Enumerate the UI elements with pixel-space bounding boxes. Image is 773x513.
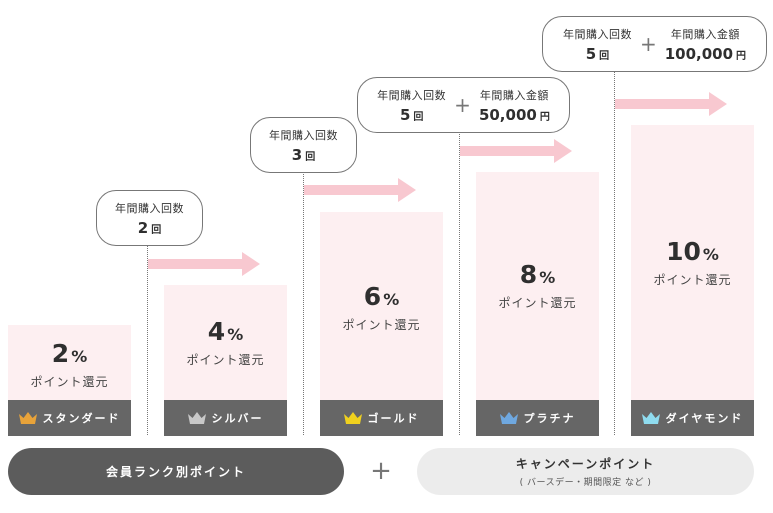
purchase-count-label: 年間購入回数 (377, 88, 447, 102)
rank-bar-silver: シルバー (164, 400, 287, 436)
right-arrow-icon (460, 139, 572, 163)
rank-name: プラチナ (523, 412, 576, 425)
rank-name: ダイヤモンド (665, 412, 744, 425)
plus-sign: + (639, 32, 657, 56)
rank-column-gold: 6% ポイント還元 (320, 212, 443, 400)
right-arrow-icon (148, 252, 260, 276)
purchase-count-label: 年間購入回数 (562, 27, 632, 41)
percent-value: 10% (666, 237, 719, 266)
crown-icon (499, 412, 518, 424)
rank-column-standard: 2% ポイント還元 (8, 325, 131, 400)
rank-bar-standard: スタンダード (8, 400, 131, 436)
rank-column-silver: 4% ポイント還元 (164, 285, 287, 400)
rank-name: スタンダード (42, 412, 121, 425)
percent-value: 2% (51, 339, 88, 368)
purchase-amount-value: 50,000 円 (478, 105, 550, 124)
rank-name: シルバー (211, 412, 264, 425)
footer-plus-sign: + (370, 456, 392, 486)
divider-line (147, 245, 148, 435)
percent-value: 8% (519, 260, 556, 289)
rank-bar-diamond: ダイヤモンド (631, 400, 754, 436)
divider-line (303, 172, 304, 435)
rank-bar-gold: ゴールド (320, 400, 443, 436)
rank-column-platinum: 8% ポイント還元 (476, 172, 599, 400)
member-rank-points-pill: 会員ランク別ポイント (8, 448, 344, 495)
purchase-count-label: 年間購入回数 (115, 201, 184, 215)
right-arrow-icon (615, 92, 727, 116)
rank-column-diamond: 10% ポイント還元 (631, 125, 754, 400)
campaign-points-label: キャンペーンポイント (515, 457, 656, 471)
crown-icon (641, 412, 660, 424)
percent-value: 4% (207, 317, 244, 346)
point-label: ポイント還元 (186, 353, 265, 367)
divider-line (459, 132, 460, 435)
point-label: ポイント還元 (653, 273, 732, 287)
crown-icon (187, 412, 206, 424)
campaign-points-pill: キャンペーンポイント ( バースデー・期間限定 など ) (417, 448, 754, 495)
campaign-points-sub: ( バースデー・期間限定 など ) (519, 478, 652, 488)
purchase-count-label: 年間購入回数 (269, 128, 338, 142)
divider-line (614, 68, 615, 435)
purchase-amount-label: 年間購入金額 (670, 27, 740, 41)
point-label: ポイント還元 (342, 318, 421, 332)
rank-name: ゴールド (367, 412, 420, 425)
member-rank-points-label: 会員ランク別ポイント (105, 465, 246, 479)
crown-icon (18, 412, 37, 424)
purchase-amount-value: 100,000 円 (664, 44, 747, 63)
crown-icon (343, 412, 362, 424)
point-label: ポイント還元 (30, 375, 109, 389)
right-arrow-icon (304, 178, 416, 202)
percent-value: 6% (363, 282, 400, 311)
purchase-amount-label: 年間購入金額 (479, 88, 549, 102)
plus-sign: + (454, 93, 471, 117)
point-label: ポイント還元 (498, 296, 577, 310)
rank-bar-platinum: プラチナ (476, 400, 599, 436)
